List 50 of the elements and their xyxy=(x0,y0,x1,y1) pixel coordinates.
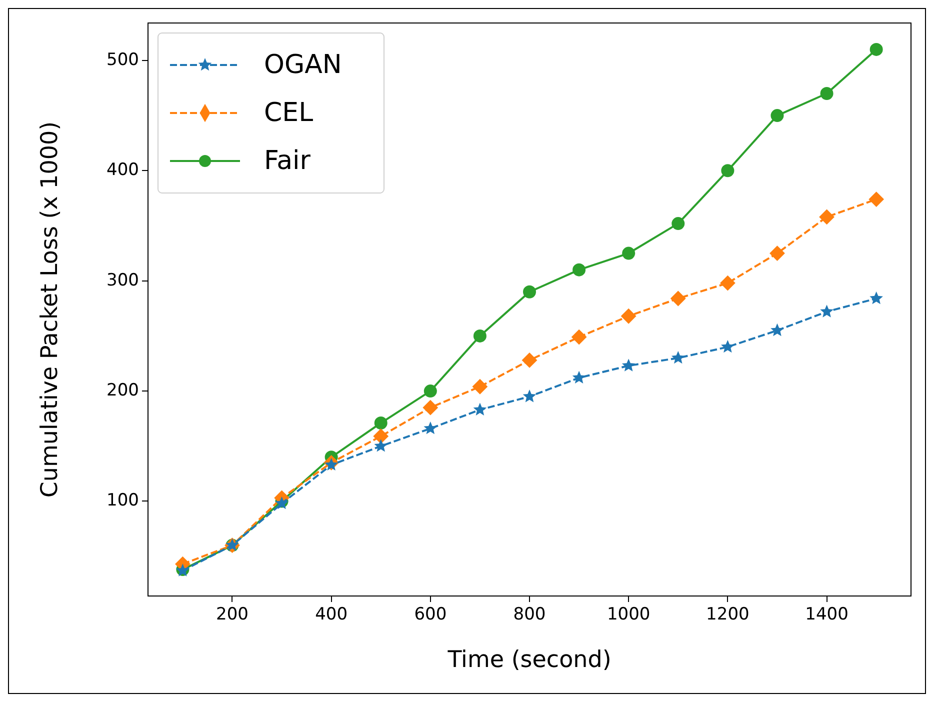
point xyxy=(473,329,486,342)
y-tick-label: 300 xyxy=(106,270,139,290)
point xyxy=(622,358,636,372)
point xyxy=(522,390,536,402)
point xyxy=(670,290,686,306)
y-axis-title: Cumulative Packet Loss (x 1000) xyxy=(36,121,63,498)
point xyxy=(868,192,884,207)
point xyxy=(870,42,883,56)
point xyxy=(472,379,488,394)
point xyxy=(621,308,636,324)
point xyxy=(572,263,586,276)
x-tick-label: 1200 xyxy=(706,604,750,625)
x-axis-title: Time (second) xyxy=(446,647,612,674)
point xyxy=(572,330,587,345)
legend-label: OGAN xyxy=(264,50,342,80)
x-tick-label: 1400 xyxy=(805,604,848,625)
point xyxy=(819,209,834,224)
point xyxy=(424,384,437,398)
point xyxy=(770,246,785,261)
point xyxy=(522,352,537,368)
y-tick-label: 400 xyxy=(106,160,139,180)
point xyxy=(671,350,685,364)
point xyxy=(770,323,784,336)
x-tick-label: 600 xyxy=(414,604,447,625)
point xyxy=(820,87,834,100)
point xyxy=(523,285,536,298)
y-tick-label: 200 xyxy=(106,380,139,400)
point xyxy=(770,109,784,122)
point xyxy=(374,416,388,430)
point xyxy=(473,402,487,416)
point xyxy=(422,400,438,416)
point xyxy=(572,370,586,384)
x-tick-label: 800 xyxy=(513,604,546,625)
point xyxy=(720,276,736,291)
point xyxy=(721,164,734,178)
point xyxy=(622,246,636,260)
y-tick-label: 100 xyxy=(106,490,139,511)
point xyxy=(820,304,834,318)
point xyxy=(870,291,883,304)
x-tick-label: 400 xyxy=(315,604,348,625)
point xyxy=(672,217,685,230)
point xyxy=(373,428,388,444)
point xyxy=(424,422,438,434)
legend-label: Fair xyxy=(264,146,311,176)
x-tick-label: 1000 xyxy=(606,604,650,625)
point xyxy=(721,340,734,353)
y-tick-label: 500 xyxy=(106,50,139,70)
x-tick-label: 200 xyxy=(216,604,248,625)
legend-label: CEL xyxy=(264,98,314,128)
point xyxy=(374,439,388,452)
